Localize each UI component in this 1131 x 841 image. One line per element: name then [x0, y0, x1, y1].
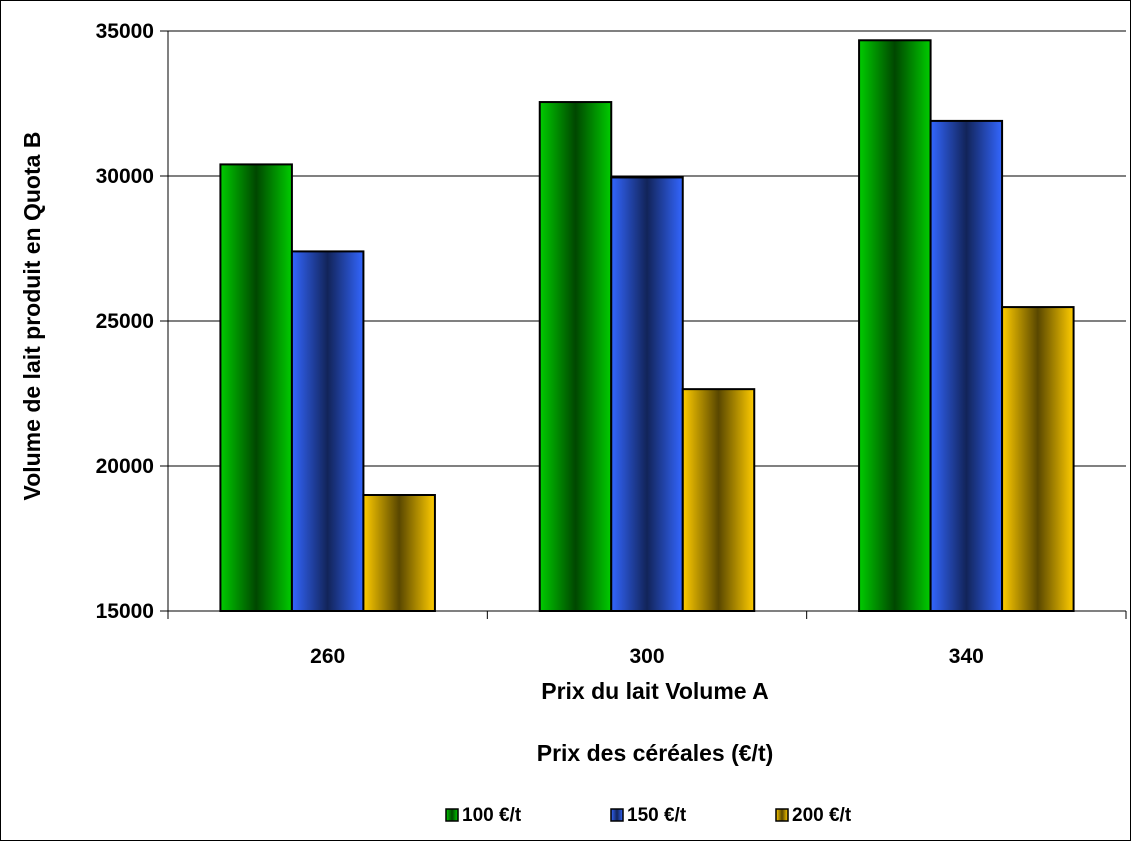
bars: [219, 39, 1075, 613]
y-tick-label: 30000: [96, 165, 154, 188]
bar-340-3: [1001, 306, 1075, 612]
x-tick-label: 340: [949, 645, 984, 668]
legend-swatch-1: [445, 808, 459, 822]
bar-260-1: [219, 163, 293, 612]
legend-label-1: 100 €/t: [462, 805, 522, 826]
y-tick-label: 25000: [96, 310, 154, 333]
x-tick-label: 300: [629, 645, 664, 668]
y-tick-label: 35000: [96, 20, 154, 43]
legend-swatch-3: [775, 808, 789, 822]
bar-340-1: [858, 39, 932, 612]
legend-label-2: 150 €/t: [627, 805, 687, 826]
x-tick-labels: 260 300 340: [310, 645, 984, 668]
bar-300-3: [681, 388, 756, 612]
legend: 100 €/t 150 €/t 200 €/t: [445, 805, 852, 826]
bar-260-3: [362, 494, 436, 612]
bar-340-2: [929, 119, 1004, 613]
legend-title: Prix des céréales (€/t): [537, 740, 774, 766]
axes: [160, 30, 1127, 619]
bar-260-2: [290, 250, 365, 612]
y-tick-labels: 15000 20000 25000 30000 35000: [96, 20, 154, 623]
bar-300-2: [610, 176, 684, 612]
x-tick-label: 260: [310, 645, 345, 668]
x-axis-title: Prix du lait Volume A: [541, 678, 768, 704]
legend-swatch-2: [610, 808, 624, 822]
bar-300-1: [538, 101, 613, 613]
y-axis-title: Volume de lait produit en Quota B: [19, 132, 45, 501]
y-tick-label: 20000: [96, 455, 154, 478]
legend-label-3: 200 €/t: [792, 805, 852, 826]
y-tick-label: 15000: [96, 600, 154, 623]
